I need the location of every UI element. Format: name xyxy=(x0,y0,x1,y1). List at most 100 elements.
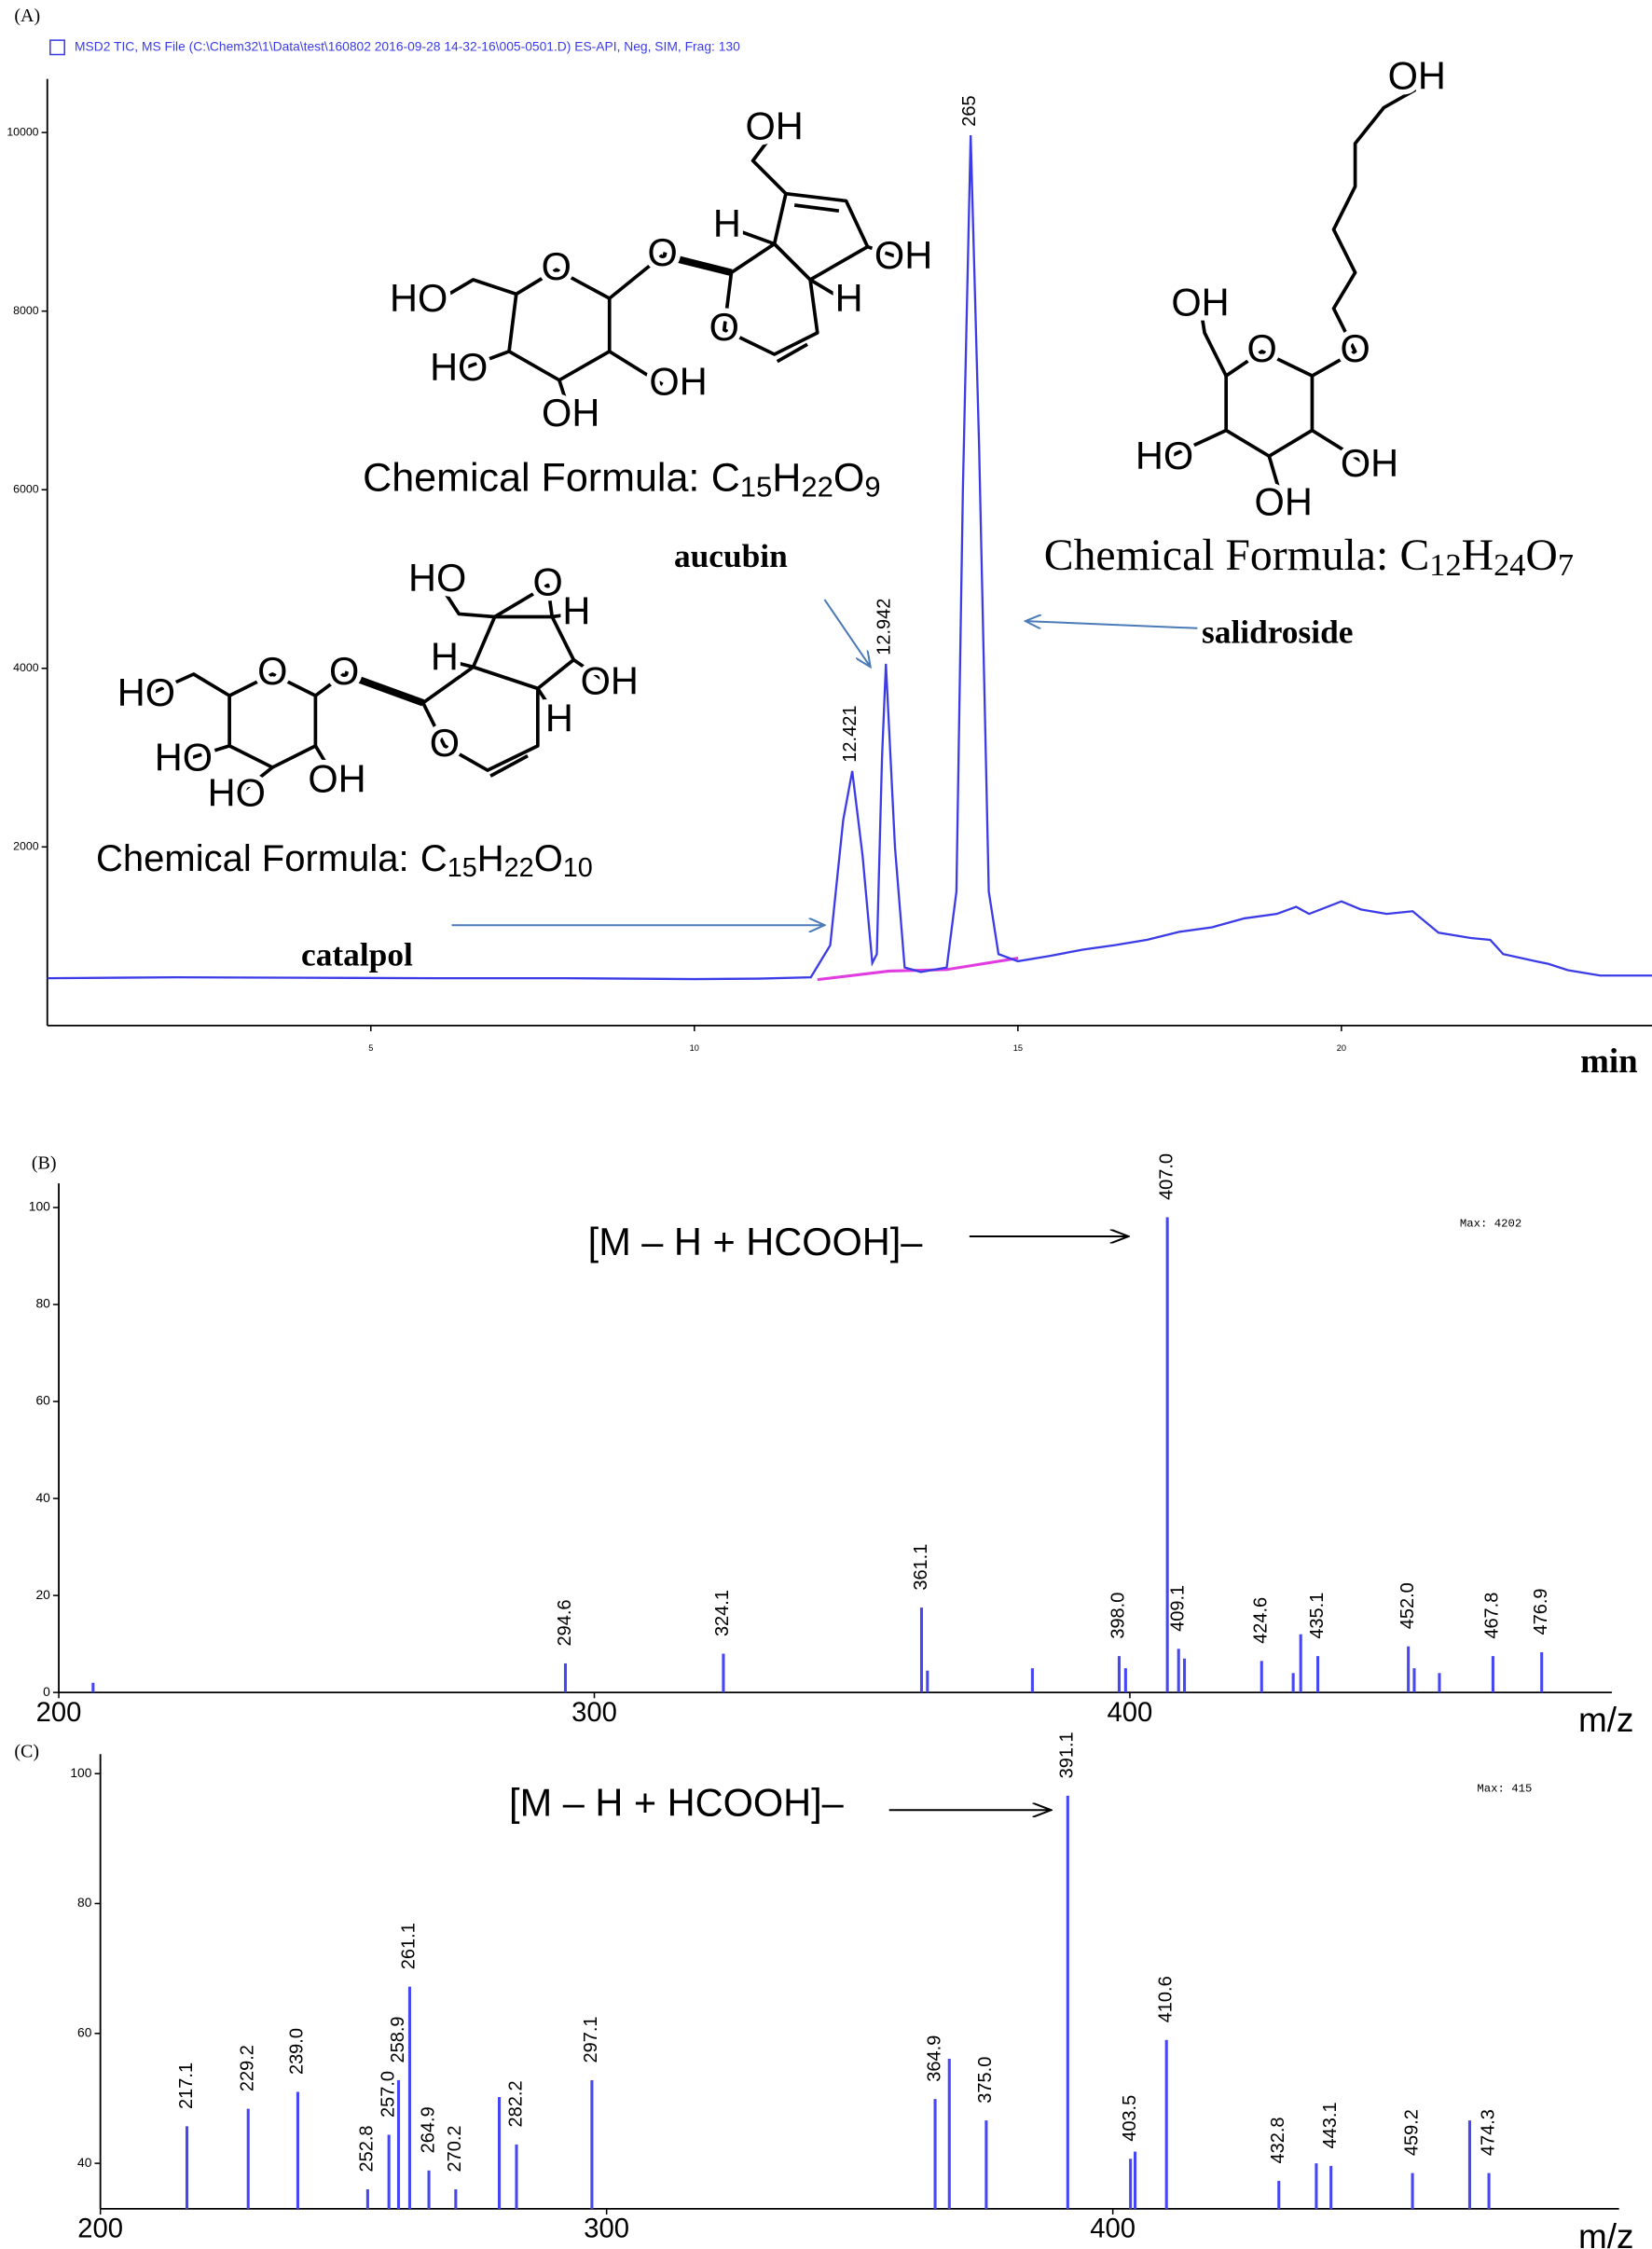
formula-element: C xyxy=(711,456,740,501)
bar xyxy=(1117,1656,1121,1693)
bar xyxy=(1315,2163,1318,2209)
bond xyxy=(1267,455,1286,506)
bar xyxy=(1177,1649,1180,1693)
bar xyxy=(91,1682,95,1693)
formula-label: Chemical Formula: xyxy=(363,456,699,501)
bar xyxy=(1299,1634,1302,1693)
bar-label: 391.1 xyxy=(1057,1732,1078,1778)
bar xyxy=(926,1670,929,1693)
panel-label: (B) xyxy=(32,1153,57,1174)
bar-label: 364.9 xyxy=(924,2035,944,2082)
compound-name: aucubin xyxy=(674,537,788,574)
atom-label: O xyxy=(1246,326,1276,370)
atom-label: O xyxy=(542,244,571,288)
bar xyxy=(1291,1673,1295,1693)
bar-label: 229.2 xyxy=(238,2045,258,2091)
atom-label: O xyxy=(1340,326,1370,370)
atom-label: HO xyxy=(390,276,447,320)
bond xyxy=(572,658,611,686)
atom-label: H xyxy=(431,635,459,679)
atom-label: OH xyxy=(1388,54,1446,98)
x-axis-label: m/z xyxy=(1578,1701,1633,1739)
bar xyxy=(1165,1217,1169,1693)
x-tick-label: 20 xyxy=(1337,1043,1346,1053)
bar-label: 264.9 xyxy=(418,2106,438,2153)
y-tick-label: 20 xyxy=(35,1587,50,1602)
bond xyxy=(793,203,840,214)
bar-label: 375.0 xyxy=(975,2057,996,2104)
bar xyxy=(563,1663,568,1693)
formula-element: H xyxy=(477,838,504,879)
x-tick-label: 400 xyxy=(1090,2215,1136,2244)
bar xyxy=(387,2134,391,2209)
atom-label: O xyxy=(647,230,677,274)
y-tick-label: 2000 xyxy=(13,840,39,853)
bond xyxy=(1163,428,1227,461)
atom-label: H xyxy=(545,697,573,740)
bar xyxy=(1129,2159,1133,2209)
formula-subscript: 10 xyxy=(563,853,593,883)
bond xyxy=(1311,87,1418,378)
bond xyxy=(536,687,561,723)
y-tick-label: 60 xyxy=(77,2024,92,2039)
bar-label: 474.3 xyxy=(1478,2109,1498,2156)
bar-label: 432.8 xyxy=(1268,2117,1288,2163)
bond xyxy=(235,766,274,798)
bar-label: 398.0 xyxy=(1108,1593,1129,1639)
bar-label: 424.6 xyxy=(1251,1597,1272,1644)
panel-label: (A) xyxy=(14,6,40,26)
bond xyxy=(661,252,733,277)
legend-label: MSD2 TIC, MS File (C:\Chem32\1\Data\test… xyxy=(75,38,740,53)
atom-label: HO xyxy=(408,556,466,600)
legend-swatch xyxy=(49,39,65,56)
structures: OH H O OH HO O H O HO OH OH OH OH O O HO… xyxy=(112,48,1451,820)
bar xyxy=(984,2120,988,2209)
y-tick-label: 80 xyxy=(77,1895,92,1910)
formula-element: H xyxy=(772,456,801,501)
formula-label: Chemical Formula: xyxy=(96,838,409,879)
bar xyxy=(246,2108,250,2209)
bar-label: 476.9 xyxy=(1531,1588,1551,1635)
atom-label: OH xyxy=(542,391,599,435)
atom-label: HO xyxy=(117,670,175,714)
bar xyxy=(1260,1661,1263,1693)
atom-label: O xyxy=(257,649,287,693)
x-tick-label: 300 xyxy=(584,2215,629,2244)
bar xyxy=(498,2097,502,2209)
bar xyxy=(407,1986,411,2209)
atom-label: OH xyxy=(649,359,707,403)
annotation: [M – H + HCOOH]– xyxy=(509,1781,845,1825)
bar-label: 435.1 xyxy=(1307,1593,1328,1639)
bar-label: 239.0 xyxy=(287,2028,308,2075)
y-tick-label: 4000 xyxy=(13,661,39,674)
bar xyxy=(1182,1658,1187,1693)
line-series xyxy=(47,134,1652,981)
bar xyxy=(515,2144,518,2209)
atom-label: O xyxy=(329,649,359,693)
bar-label: 257.0 xyxy=(378,2071,398,2118)
bar xyxy=(296,2091,299,2209)
formula-subscript: 15 xyxy=(740,471,772,504)
formula-subscript: 12 xyxy=(1429,547,1461,583)
x-axis-label: m/z xyxy=(1578,2217,1633,2249)
bar xyxy=(1411,2173,1414,2209)
atom-label: OH xyxy=(308,756,365,800)
bar-label: 361.1 xyxy=(911,1544,931,1591)
bar-label: 258.9 xyxy=(388,2016,408,2063)
formula-element: C xyxy=(420,838,447,879)
x-tick-label: 15 xyxy=(1013,1043,1023,1053)
y-tick-label: 40 xyxy=(77,2155,92,2170)
bar xyxy=(1030,1668,1034,1693)
bar xyxy=(722,1653,725,1693)
y-tick-label: 60 xyxy=(35,1393,50,1408)
bond xyxy=(313,744,339,783)
compound-name: catalpol xyxy=(301,936,413,973)
bar-label: 403.5 xyxy=(1120,2095,1140,2142)
bond xyxy=(489,754,529,778)
bar xyxy=(1540,1651,1544,1693)
atom-label: HO xyxy=(208,771,266,815)
formula: Chemical Formula: C15H22O10 xyxy=(96,838,593,883)
bond xyxy=(471,614,576,691)
bond xyxy=(435,580,495,619)
bar xyxy=(1164,2039,1168,2209)
